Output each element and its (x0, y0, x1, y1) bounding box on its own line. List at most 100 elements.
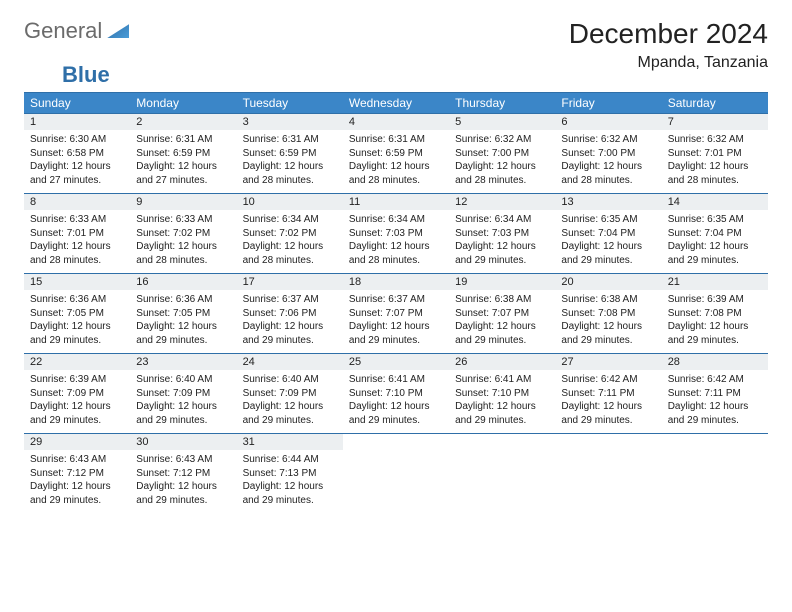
day-number: 19 (449, 274, 555, 290)
day-details: Sunrise: 6:31 AMSunset: 6:59 PMDaylight:… (130, 130, 236, 193)
day-details: Sunrise: 6:34 AMSunset: 7:03 PMDaylight:… (343, 210, 449, 273)
day-number: 29 (24, 434, 130, 450)
logo: General (24, 18, 129, 44)
day-number: 12 (449, 194, 555, 210)
day-cell: 25Sunrise: 6:41 AMSunset: 7:10 PMDayligh… (343, 354, 449, 434)
day-number: 13 (555, 194, 661, 210)
weekday-header: Sunday (24, 93, 130, 114)
day-cell: 31Sunrise: 6:44 AMSunset: 7:13 PMDayligh… (237, 434, 343, 514)
calendar-row: 22Sunrise: 6:39 AMSunset: 7:09 PMDayligh… (24, 354, 768, 434)
day-details: Sunrise: 6:43 AMSunset: 7:12 PMDaylight:… (130, 450, 236, 513)
day-number: 15 (24, 274, 130, 290)
calendar-row: 15Sunrise: 6:36 AMSunset: 7:05 PMDayligh… (24, 274, 768, 354)
month-title: December 2024 (569, 18, 768, 50)
day-cell: 5Sunrise: 6:32 AMSunset: 7:00 PMDaylight… (449, 114, 555, 194)
day-cell: 11Sunrise: 6:34 AMSunset: 7:03 PMDayligh… (343, 194, 449, 274)
day-number: 20 (555, 274, 661, 290)
day-number: 22 (24, 354, 130, 370)
day-details: Sunrise: 6:30 AMSunset: 6:58 PMDaylight:… (24, 130, 130, 193)
day-details: Sunrise: 6:44 AMSunset: 7:13 PMDaylight:… (237, 450, 343, 513)
day-cell: 20Sunrise: 6:38 AMSunset: 7:08 PMDayligh… (555, 274, 661, 354)
day-number: 8 (24, 194, 130, 210)
empty-cell (449, 434, 555, 514)
day-cell: 14Sunrise: 6:35 AMSunset: 7:04 PMDayligh… (662, 194, 768, 274)
day-number: 11 (343, 194, 449, 210)
day-details: Sunrise: 6:37 AMSunset: 7:06 PMDaylight:… (237, 290, 343, 353)
day-number: 30 (130, 434, 236, 450)
day-number: 17 (237, 274, 343, 290)
day-number: 18 (343, 274, 449, 290)
day-cell: 2Sunrise: 6:31 AMSunset: 6:59 PMDaylight… (130, 114, 236, 194)
day-cell: 10Sunrise: 6:34 AMSunset: 7:02 PMDayligh… (237, 194, 343, 274)
day-number: 16 (130, 274, 236, 290)
day-number: 14 (662, 194, 768, 210)
day-details: Sunrise: 6:42 AMSunset: 7:11 PMDaylight:… (555, 370, 661, 433)
weekday-header: Saturday (662, 93, 768, 114)
logo-word1: General (24, 18, 102, 44)
day-cell: 1Sunrise: 6:30 AMSunset: 6:58 PMDaylight… (24, 114, 130, 194)
weekday-header-row: SundayMondayTuesdayWednesdayThursdayFrid… (24, 93, 768, 114)
day-cell: 19Sunrise: 6:38 AMSunset: 7:07 PMDayligh… (449, 274, 555, 354)
day-details: Sunrise: 6:40 AMSunset: 7:09 PMDaylight:… (237, 370, 343, 433)
day-details: Sunrise: 6:37 AMSunset: 7:07 PMDaylight:… (343, 290, 449, 353)
day-details: Sunrise: 6:43 AMSunset: 7:12 PMDaylight:… (24, 450, 130, 513)
calendar-row: 1Sunrise: 6:30 AMSunset: 6:58 PMDaylight… (24, 114, 768, 194)
logo-line2: Blue (24, 62, 768, 88)
day-number: 4 (343, 114, 449, 130)
day-details: Sunrise: 6:35 AMSunset: 7:04 PMDaylight:… (555, 210, 661, 273)
day-details: Sunrise: 6:35 AMSunset: 7:04 PMDaylight:… (662, 210, 768, 273)
day-details: Sunrise: 6:40 AMSunset: 7:09 PMDaylight:… (130, 370, 236, 433)
day-details: Sunrise: 6:41 AMSunset: 7:10 PMDaylight:… (449, 370, 555, 433)
empty-cell (662, 434, 768, 514)
day-details: Sunrise: 6:36 AMSunset: 7:05 PMDaylight:… (24, 290, 130, 353)
day-cell: 24Sunrise: 6:40 AMSunset: 7:09 PMDayligh… (237, 354, 343, 434)
calendar-table: SundayMondayTuesdayWednesdayThursdayFrid… (24, 92, 768, 513)
day-cell: 26Sunrise: 6:41 AMSunset: 7:10 PMDayligh… (449, 354, 555, 434)
empty-cell (343, 434, 449, 514)
weekday-header: Thursday (449, 93, 555, 114)
day-number: 25 (343, 354, 449, 370)
day-number: 6 (555, 114, 661, 130)
day-cell: 23Sunrise: 6:40 AMSunset: 7:09 PMDayligh… (130, 354, 236, 434)
day-cell: 9Sunrise: 6:33 AMSunset: 7:02 PMDaylight… (130, 194, 236, 274)
day-details: Sunrise: 6:34 AMSunset: 7:02 PMDaylight:… (237, 210, 343, 273)
day-details: Sunrise: 6:31 AMSunset: 6:59 PMDaylight:… (343, 130, 449, 193)
day-cell: 8Sunrise: 6:33 AMSunset: 7:01 PMDaylight… (24, 194, 130, 274)
day-cell: 21Sunrise: 6:39 AMSunset: 7:08 PMDayligh… (662, 274, 768, 354)
day-details: Sunrise: 6:31 AMSunset: 6:59 PMDaylight:… (237, 130, 343, 193)
empty-cell (555, 434, 661, 514)
day-number: 31 (237, 434, 343, 450)
day-details: Sunrise: 6:34 AMSunset: 7:03 PMDaylight:… (449, 210, 555, 273)
calendar-body: 1Sunrise: 6:30 AMSunset: 6:58 PMDaylight… (24, 114, 768, 514)
weekday-header: Friday (555, 93, 661, 114)
weekday-header: Tuesday (237, 93, 343, 114)
day-number: 10 (237, 194, 343, 210)
day-number: 24 (237, 354, 343, 370)
day-cell: 15Sunrise: 6:36 AMSunset: 7:05 PMDayligh… (24, 274, 130, 354)
day-cell: 7Sunrise: 6:32 AMSunset: 7:01 PMDaylight… (662, 114, 768, 194)
day-cell: 4Sunrise: 6:31 AMSunset: 6:59 PMDaylight… (343, 114, 449, 194)
day-details: Sunrise: 6:39 AMSunset: 7:08 PMDaylight:… (662, 290, 768, 353)
day-cell: 16Sunrise: 6:36 AMSunset: 7:05 PMDayligh… (130, 274, 236, 354)
day-cell: 17Sunrise: 6:37 AMSunset: 7:06 PMDayligh… (237, 274, 343, 354)
day-number: 2 (130, 114, 236, 130)
day-details: Sunrise: 6:41 AMSunset: 7:10 PMDaylight:… (343, 370, 449, 433)
day-number: 23 (130, 354, 236, 370)
logo-triangle-icon (107, 24, 129, 38)
day-details: Sunrise: 6:32 AMSunset: 7:01 PMDaylight:… (662, 130, 768, 193)
calendar-row: 8Sunrise: 6:33 AMSunset: 7:01 PMDaylight… (24, 194, 768, 274)
day-number: 1 (24, 114, 130, 130)
day-cell: 12Sunrise: 6:34 AMSunset: 7:03 PMDayligh… (449, 194, 555, 274)
day-number: 28 (662, 354, 768, 370)
day-cell: 29Sunrise: 6:43 AMSunset: 7:12 PMDayligh… (24, 434, 130, 514)
day-cell: 22Sunrise: 6:39 AMSunset: 7:09 PMDayligh… (24, 354, 130, 434)
day-cell: 27Sunrise: 6:42 AMSunset: 7:11 PMDayligh… (555, 354, 661, 434)
day-details: Sunrise: 6:39 AMSunset: 7:09 PMDaylight:… (24, 370, 130, 433)
day-number: 5 (449, 114, 555, 130)
day-cell: 13Sunrise: 6:35 AMSunset: 7:04 PMDayligh… (555, 194, 661, 274)
day-details: Sunrise: 6:38 AMSunset: 7:08 PMDaylight:… (555, 290, 661, 353)
calendar-row: 29Sunrise: 6:43 AMSunset: 7:12 PMDayligh… (24, 434, 768, 514)
day-cell: 3Sunrise: 6:31 AMSunset: 6:59 PMDaylight… (237, 114, 343, 194)
day-number: 3 (237, 114, 343, 130)
day-number: 7 (662, 114, 768, 130)
